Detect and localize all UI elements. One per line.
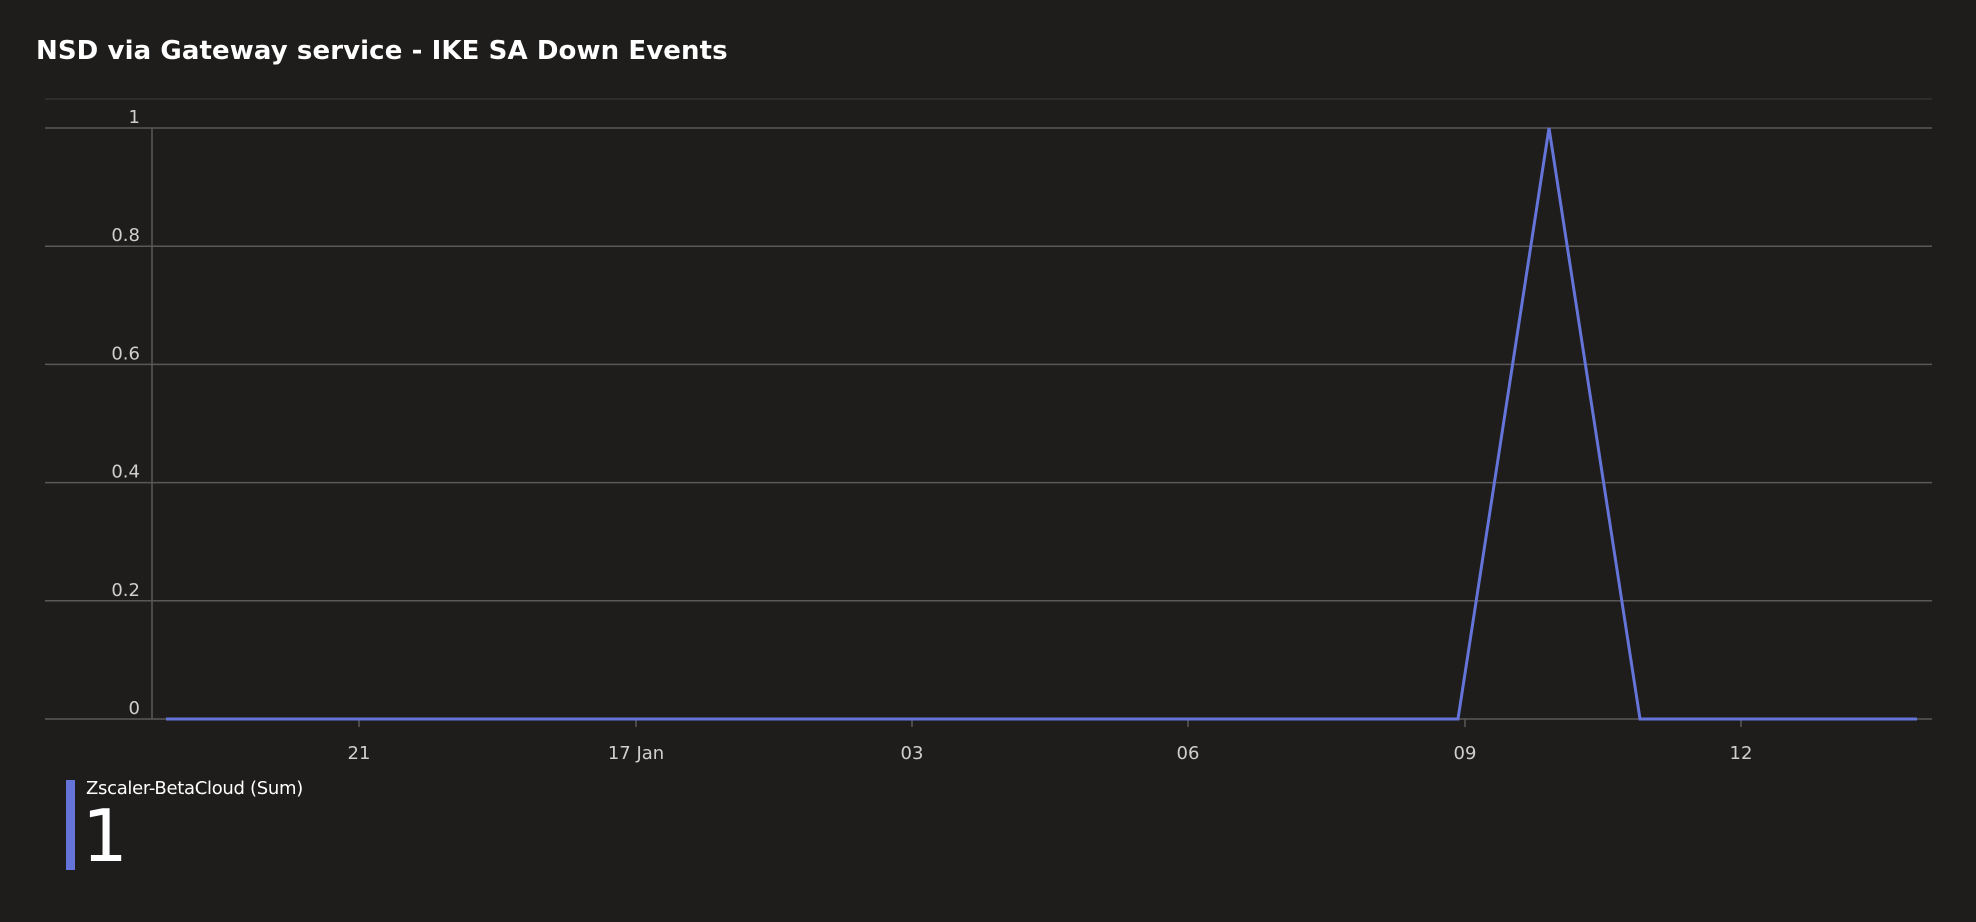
legend-color-swatch — [66, 780, 75, 870]
x-tick-label: 06 — [1177, 743, 1200, 764]
y-tick-label: 0 — [129, 698, 140, 719]
y-tick-labels: 0 0.2 0.4 0.6 0.8 1 — [111, 107, 140, 719]
series-line — [166, 127, 1917, 721]
x-tick-label: 17 Jan — [608, 743, 664, 764]
y-tick-label: 1 — [129, 107, 140, 128]
x-tick-label: 12 — [1730, 743, 1753, 764]
x-tick-labels: 21 17 Jan 03 06 09 12 — [348, 743, 1753, 764]
y-tick-label: 0.8 — [111, 225, 140, 246]
chart-title: NSD via Gateway service - IKE SA Down Ev… — [36, 36, 728, 66]
x-tick-label: 03 — [901, 743, 924, 764]
legend-series-name: Zscaler-BetaCloud (Sum) — [86, 778, 303, 799]
series-layer — [166, 127, 1917, 721]
y-tick-label: 0.2 — [111, 580, 140, 601]
grid-layer — [45, 98, 1932, 720]
x-tick-label: 21 — [348, 743, 371, 764]
legend-series-value: 1 — [82, 794, 128, 878]
y-tick-label: 0.4 — [111, 462, 140, 483]
x-tick-label: 09 — [1454, 743, 1477, 764]
y-tick-label: 0.6 — [111, 343, 140, 364]
